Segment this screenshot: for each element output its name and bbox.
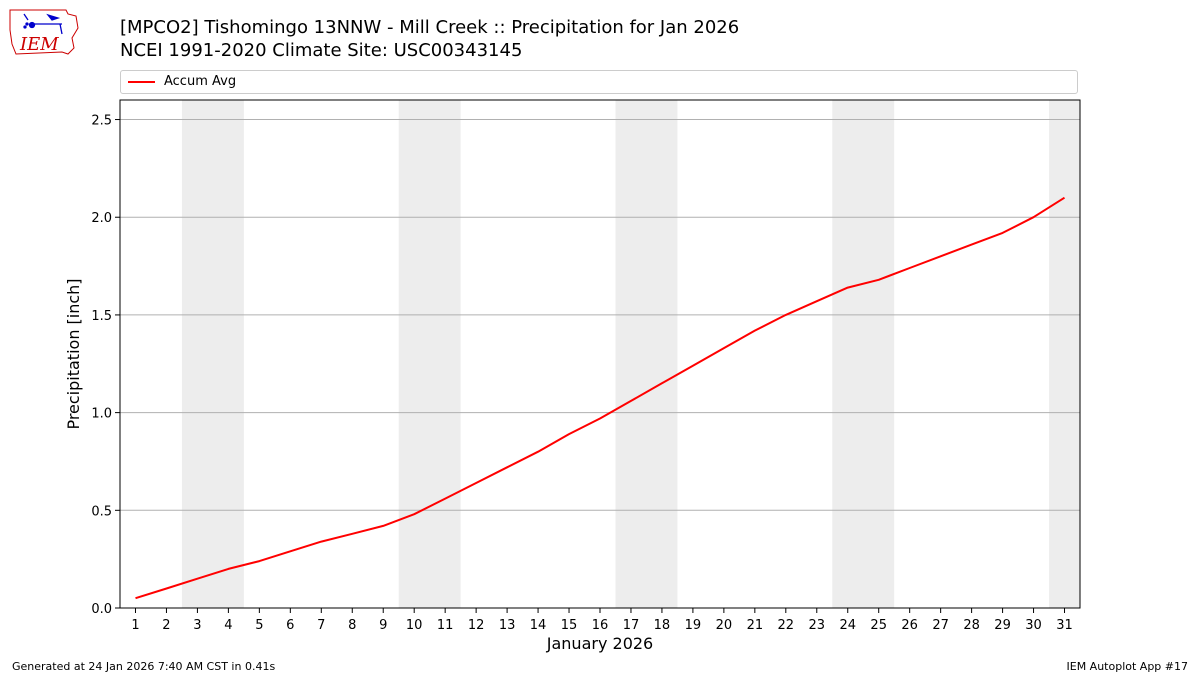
- x-tick-label: 5: [255, 618, 263, 633]
- y-axis-label: Precipitation [inch]: [64, 278, 83, 429]
- y-tick-label: 2.0: [91, 211, 112, 226]
- x-tick-label: 30: [1025, 618, 1042, 633]
- x-tick-label: 24: [839, 618, 856, 633]
- x-tick-label: 21: [747, 618, 764, 633]
- weekend-band: [181, 100, 244, 608]
- y-tick-label: 1.0: [91, 407, 112, 422]
- x-tick-label: 3: [193, 618, 201, 633]
- x-tick-label: 15: [561, 618, 578, 633]
- x-tick-label: 16: [592, 618, 609, 633]
- x-tick-label: 27: [932, 618, 949, 633]
- x-tick-label: 11: [437, 618, 454, 633]
- y-tick-label: 0.0: [91, 602, 112, 617]
- x-tick-label: 9: [379, 618, 387, 633]
- x-tick-label: 29: [994, 618, 1011, 633]
- chart-title: [MPCO2] Tishomingo 13NNW - Mill Creek ::…: [120, 17, 740, 38]
- footer-app: IEM Autoplot App #17: [1066, 660, 1189, 673]
- legend: Accum Avg: [120, 70, 1078, 94]
- legend-swatch: [128, 81, 155, 83]
- x-tick-label: 12: [468, 618, 485, 633]
- iem-logo: IEM: [9, 9, 79, 55]
- x-tick-label: 19: [685, 618, 702, 633]
- weekend-band: [1049, 100, 1080, 608]
- logo-text: IEM: [19, 34, 59, 55]
- x-tick-label: 23: [809, 618, 826, 633]
- weekend-band: [615, 100, 678, 608]
- weekend-band: [398, 100, 461, 608]
- x-tick-label: 7: [317, 618, 325, 633]
- x-tick-label: 31: [1056, 618, 1073, 633]
- x-tick-label: 4: [224, 618, 232, 633]
- weekend-band: [832, 100, 895, 608]
- x-tick-label: 1: [131, 618, 139, 633]
- y-tick-label: 0.5: [91, 504, 112, 519]
- x-tick-label: 25: [870, 618, 887, 633]
- x-tick-label: 10: [406, 618, 423, 633]
- y-tick-label: 2.5: [91, 114, 112, 129]
- x-tick-label: 6: [286, 618, 294, 633]
- x-tick-label: 20: [716, 618, 733, 633]
- x-tick-label: 17: [623, 618, 640, 633]
- chart-subtitle: NCEI 1991-2020 Climate Site: USC00343145: [120, 40, 523, 61]
- x-tick-label: 18: [654, 618, 671, 633]
- x-tick-label: 2: [162, 618, 170, 633]
- x-tick-label: 13: [499, 618, 516, 633]
- x-tick-label: 28: [963, 618, 980, 633]
- legend-label: Accum Avg: [164, 74, 237, 89]
- plot-frame: [119, 99, 1081, 609]
- series-line-accum-avg: [135, 196, 1066, 600]
- x-tick-label: 14: [530, 618, 547, 633]
- x-tick-label: 26: [901, 618, 918, 633]
- x-tick-label: 22: [778, 618, 795, 633]
- y-tick-label: 1.5: [91, 309, 112, 324]
- footer-generated: Generated at 24 Jan 2026 7:40 AM CST in …: [12, 660, 276, 673]
- x-axis-label: January 2026: [546, 634, 653, 653]
- x-tick-label: 8: [348, 618, 356, 633]
